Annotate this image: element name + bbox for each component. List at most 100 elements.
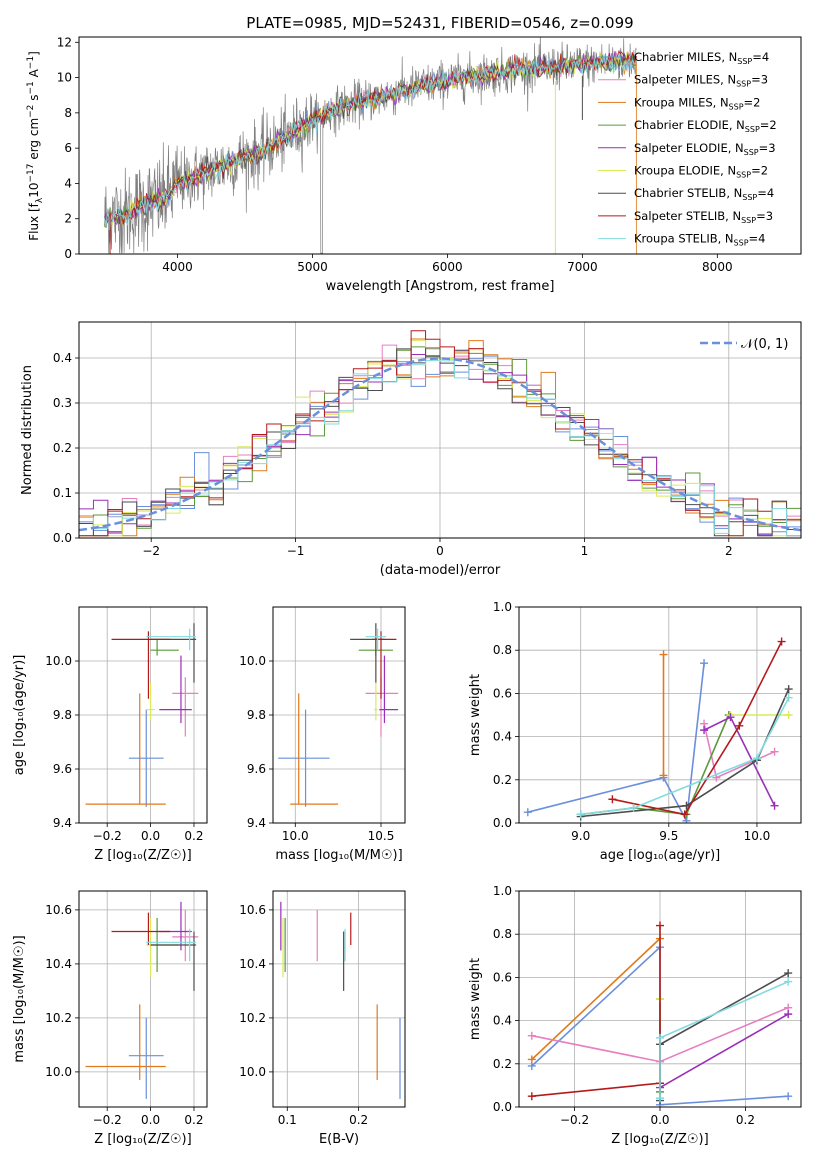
y-tick-label: 9.6 — [247, 762, 266, 776]
y-axis-label-part: −1 — [26, 56, 36, 69]
y-axis-label: age [log₁₀(age/yr)] — [12, 655, 27, 776]
x-tick-label: 10.0 — [282, 829, 309, 843]
chart-title: PLATE=0985, MJD=52431, FIBERID=0546, z=0… — [246, 14, 633, 32]
marker-salpeter-stelib — [656, 921, 664, 930]
legend-entry: Chabrier ELODIE, NSSP=2 — [634, 118, 777, 134]
x-axis-label: mass [log₁₀(M/M☉)] — [275, 848, 402, 863]
axes-frame — [78, 36, 802, 255]
marker-chabrier-stelib — [784, 969, 793, 978]
panel-spectrum: 4000 5000 6000 7000 8000 0 2 4 6 8 10 12 wavelength … — [26, 14, 802, 294]
x-tick-label: 4000 — [162, 260, 193, 274]
y-tick-label: 12 — [57, 35, 72, 49]
y-tick-label: 0.2 — [53, 441, 72, 455]
legend-label: Salpeter ELODIE, N — [634, 141, 744, 155]
legend-sub: SSP — [736, 80, 751, 89]
x-tick-label: 7000 — [567, 260, 598, 274]
legend-sub: SSP — [742, 193, 757, 202]
legend-sub: SSP — [734, 239, 749, 248]
legend-tail: =3 — [759, 141, 776, 155]
y-axis-label-part: −1 — [26, 81, 36, 94]
x-tick-label: 0 — [436, 544, 444, 558]
y-tick-label: 10.0 — [45, 1065, 72, 1079]
legend-entry: Chabrier STELIB, NSSP=4 — [634, 186, 774, 202]
legend-label: Salpeter MILES, N — [634, 73, 736, 87]
legend-sub: SSP — [745, 125, 760, 134]
y-tick-label: 1.0 — [493, 884, 512, 898]
gaussian-curve — [79, 357, 801, 532]
y-tick-label: 0.4 — [53, 351, 72, 365]
y-tick-label: 10.4 — [45, 957, 72, 971]
marker-kroupa-stelib — [576, 810, 585, 819]
legend-entry: Salpeter MILES, NSSP=3 — [634, 73, 768, 89]
series-salpeter-elodie — [659, 1013, 789, 1089]
legend-tail: =4 — [752, 50, 769, 64]
legend-label: Salpeter STELIB, N — [634, 209, 741, 223]
y-tick-label: 0.2 — [493, 1057, 512, 1071]
y-axis-label: mass weight — [468, 674, 483, 756]
series-kroupa-miles — [531, 937, 661, 1061]
y-tick-label: 10.0 — [45, 654, 72, 668]
x-axis-label: E(B-V) — [319, 1132, 359, 1147]
legend-label: Kroupa MILES, N — [634, 95, 729, 109]
y-tick-label: 1.0 — [493, 600, 512, 614]
legend-tail: =2 — [744, 95, 761, 109]
legend-label: Kroupa STELIB, N — [634, 232, 734, 246]
y-tick-label: 0.0 — [493, 1100, 512, 1114]
y-tick-label: 0.4 — [493, 1014, 512, 1028]
marker-salpeter-elodie — [700, 726, 709, 735]
legend-tail: =3 — [756, 209, 773, 223]
y-tick-label: 0.0 — [53, 531, 72, 545]
y-axis-label: mass weight — [468, 958, 483, 1040]
legend-entry: Kroupa MILES, NSSP=2 — [634, 95, 760, 111]
legend-sub: SSP — [729, 102, 744, 111]
axes-frame — [272, 890, 406, 1108]
legend-tail: =2 — [760, 118, 777, 132]
y-tick-label: 2 — [64, 212, 72, 226]
y-tick-label: 0.2 — [493, 773, 512, 787]
marker-salpeter-miles — [770, 747, 779, 756]
y-axis-label-part: 10 — [27, 183, 41, 198]
y-axis-label: Normed distribution — [20, 365, 35, 495]
legend-entry: Chabrier MILES, NSSP=4 — [634, 50, 769, 66]
x-tick-label: 8000 — [702, 260, 733, 274]
x-tick-label: 0.0 — [650, 1113, 669, 1127]
x-axis-label: wavelength [Angstrom, rest frame] — [326, 279, 555, 294]
y-axis-label: Flux [fλ10−17 erg cm−2 s−1 A−1] — [26, 51, 45, 241]
panel-age_vs_mass: 10.0 10.5 9.4 9.6 9.8 10.0 mass [log₁₀(M/M☉)] — [239, 606, 406, 863]
y-axis-label-part: A — [27, 68, 41, 81]
x-tick-label: −0.2 — [560, 1113, 589, 1127]
y-tick-label: 10.6 — [45, 903, 72, 917]
marker-kroupa-stelib — [784, 977, 793, 986]
marker-salpeter-stelib — [527, 1092, 536, 1101]
plot-area — [278, 623, 399, 807]
marker-salpeter-elodie — [726, 713, 735, 722]
y-tick-label: 10.4 — [239, 957, 266, 971]
panel-mass_weight_vs_Z: −0.2 0.0 0.2 0.0 0.2 0.4 0.6 0.8 1.0 Z [log₁₀(Z/Z… — [468, 884, 802, 1147]
marker-chabrier-miles — [523, 808, 532, 817]
panel-age_vs_Z: −0.2 0.0 0.2 9.4 9.6 9.8 10.0 Z [log₁₀(Z/Z☉)] ag… — [12, 606, 208, 863]
x-tick-label: 0.2 — [349, 1113, 368, 1127]
legend-tail: =4 — [749, 232, 766, 246]
marker-kroupa-stelib — [752, 754, 761, 763]
legend-label: Kroupa ELODIE, N — [634, 164, 736, 178]
y-tick-label: 9.4 — [53, 816, 72, 830]
marker-salpeter-stelib — [680, 810, 689, 819]
x-tick-label: 1 — [581, 544, 589, 558]
panel-mass_weight_vs_age: 9.0 9.5 10.0 0.0 0.2 0.4 0.6 0.8 1.0 age [log₁₀(a… — [468, 600, 802, 863]
y-tick-label: 9.8 — [53, 708, 72, 722]
x-tick-label: 0.2 — [736, 1113, 755, 1127]
y-axis-label-part: s — [27, 95, 41, 105]
y-tick-label: 10 — [57, 71, 72, 85]
marker-kroupa-stelib — [629, 803, 638, 812]
axes-frame — [78, 606, 208, 824]
marker-kroupa-stelib — [656, 1094, 664, 1103]
panel-residuals: −2 −1 0 1 2 0.0 0.1 0.2 0.3 0.4 (data-model)/error… — [20, 321, 802, 578]
marker-kroupa-miles — [659, 650, 668, 659]
legend-tail: =4 — [757, 186, 774, 200]
y-tick-label: 10.0 — [239, 1065, 266, 1079]
marker-chabrier-miles — [784, 1092, 793, 1101]
marker-chabrier-stelib — [682, 801, 691, 810]
model-kroupa-stelib — [104, 53, 637, 229]
axes-frame — [272, 606, 406, 824]
x-tick-label: 0.1 — [278, 1113, 297, 1127]
